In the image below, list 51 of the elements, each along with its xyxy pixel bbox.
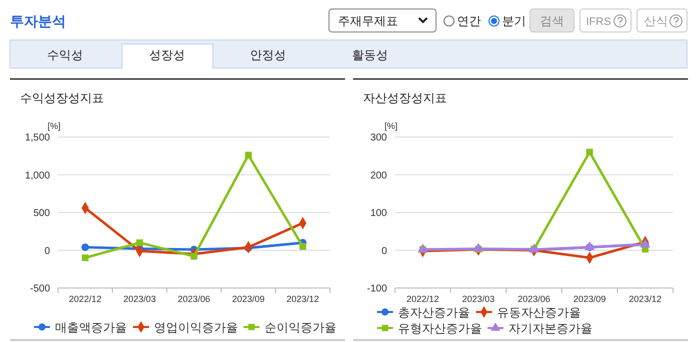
x-tick-label: 2023/09 bbox=[573, 294, 606, 304]
text: 분기 bbox=[502, 14, 526, 28]
x-tick-label: 2023/12 bbox=[286, 294, 320, 304]
y-tick-label: 0 bbox=[44, 246, 50, 257]
point bbox=[245, 152, 252, 158]
y-axis-title: [%] bbox=[384, 121, 398, 131]
y-tick-label: 100 bbox=[370, 208, 388, 219]
text: 성장성 bbox=[149, 48, 185, 62]
chart-title: 자산성장성지표 bbox=[363, 91, 447, 105]
y-tick-label: 1,500 bbox=[24, 132, 50, 144]
legend-label: 순이익증가율 bbox=[264, 320, 336, 334]
y-tick-label: 200 bbox=[370, 170, 388, 182]
y-tick-label: 300 bbox=[370, 132, 388, 144]
y-tick-label: 0 bbox=[381, 246, 388, 257]
text: 활동성 bbox=[352, 48, 388, 62]
y-axis-title: [%] bbox=[47, 121, 61, 131]
legend-label: 자기자본증가율 bbox=[508, 322, 592, 336]
text: 산식 bbox=[644, 14, 668, 28]
text: 검색 bbox=[540, 14, 564, 28]
point bbox=[81, 243, 89, 252]
x-tick-label: 2023/03 bbox=[462, 294, 495, 304]
point bbox=[299, 243, 306, 250]
x-tick-label: 2022/12 bbox=[68, 294, 102, 304]
y-tick-label: -100 bbox=[366, 284, 388, 294]
point bbox=[418, 244, 428, 252]
chart-title: 수익성장성지표 bbox=[20, 91, 104, 105]
legend-label: 총자산증가율 bbox=[398, 306, 470, 320]
legend-label: 매출액증가율 bbox=[55, 320, 127, 334]
point bbox=[136, 239, 143, 246]
x-tick-label: 2022/12 bbox=[406, 294, 440, 304]
legend-label: 영업이익증가율 bbox=[154, 320, 238, 334]
x-tick-label: 2023/03 bbox=[123, 294, 156, 304]
text: 수익성 bbox=[47, 48, 83, 62]
text: IFRS bbox=[586, 16, 612, 28]
point bbox=[586, 148, 593, 156]
legend-label: 유동자산증가율 bbox=[497, 306, 581, 320]
x-tick-label: 2023/12 bbox=[628, 294, 662, 304]
x-tick-label: 2023/06 bbox=[178, 294, 210, 304]
x-tick-label: 2023/09 bbox=[232, 294, 265, 304]
text: 주재무제표 bbox=[338, 14, 398, 28]
y-tick-label: 1,000 bbox=[24, 170, 50, 182]
text: 안정성 bbox=[250, 48, 286, 62]
legend-label: 유형자산증가율 bbox=[398, 322, 482, 336]
y-tick-label: -500 bbox=[30, 284, 50, 294]
point bbox=[190, 252, 198, 260]
text: 연간 bbox=[457, 14, 481, 28]
x-tick-label: 2023/06 bbox=[518, 294, 550, 304]
text: 투자분석 bbox=[10, 13, 66, 29]
point bbox=[82, 254, 89, 262]
point bbox=[473, 242, 484, 252]
y-tick-label: 500 bbox=[33, 208, 50, 219]
